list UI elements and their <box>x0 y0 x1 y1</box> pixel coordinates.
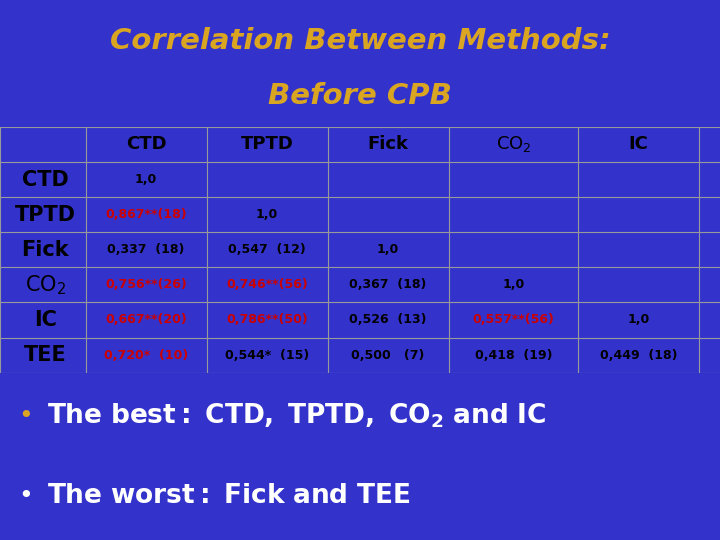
Text: CTD: CTD <box>22 170 68 190</box>
Text: 1,0: 1,0 <box>135 173 157 186</box>
Text: 0,786**(50): 0,786**(50) <box>226 313 308 327</box>
Text: 1,0: 1,0 <box>503 278 524 292</box>
Text: $\mathrm{CO_2}$: $\mathrm{CO_2}$ <box>495 134 531 154</box>
Text: 1,0: 1,0 <box>377 243 399 256</box>
Text: 1,0: 1,0 <box>256 208 278 221</box>
Text: IC: IC <box>34 310 57 330</box>
Text: 0,547  (12): 0,547 (12) <box>228 243 306 256</box>
Text: Before CPB: Before CPB <box>268 83 452 111</box>
Text: TPTD: TPTD <box>240 136 294 153</box>
Text: 0,526  (13): 0,526 (13) <box>349 313 427 327</box>
Text: Fick: Fick <box>368 136 408 153</box>
Text: 0,720*  (10): 0,720* (10) <box>104 348 189 362</box>
Text: $\bf{The\ best:\ CTD,\ TPTD,\ CO_2\ and\ IC}$: $\bf{The\ best:\ CTD,\ TPTD,\ CO_2\ and\… <box>47 402 546 430</box>
Text: TEE: TEE <box>24 345 67 365</box>
Text: CTD: CTD <box>126 136 166 153</box>
Text: Correlation Between Methods:: Correlation Between Methods: <box>109 26 611 55</box>
Text: •: • <box>18 484 32 509</box>
Text: 0,867**(18): 0,867**(18) <box>105 208 187 221</box>
Text: 0,544*  (15): 0,544* (15) <box>225 348 310 362</box>
Text: 1,0: 1,0 <box>628 313 649 327</box>
Text: TPTD: TPTD <box>15 205 76 225</box>
Text: $\mathrm{CO_2}$: $\mathrm{CO_2}$ <box>24 273 66 296</box>
Text: 0,756**(26): 0,756**(26) <box>105 278 187 292</box>
Text: IC: IC <box>629 136 649 153</box>
Text: 0,746**(56): 0,746**(56) <box>226 278 308 292</box>
Text: 0,500   (7): 0,500 (7) <box>351 348 425 362</box>
Text: 0,667**(20): 0,667**(20) <box>105 313 187 327</box>
Text: 0,557**(56): 0,557**(56) <box>472 313 554 327</box>
Text: 0,337  (18): 0,337 (18) <box>107 243 185 256</box>
Text: 0,367  (18): 0,367 (18) <box>349 278 427 292</box>
Text: $\bf{The\ worst:\ Fick\ and\ TEE}$: $\bf{The\ worst:\ Fick\ and\ TEE}$ <box>47 483 410 509</box>
Text: •: • <box>18 404 32 428</box>
Text: Fick: Fick <box>22 240 69 260</box>
Text: 0,418  (19): 0,418 (19) <box>474 348 552 362</box>
Text: 0,449  (18): 0,449 (18) <box>600 348 678 362</box>
